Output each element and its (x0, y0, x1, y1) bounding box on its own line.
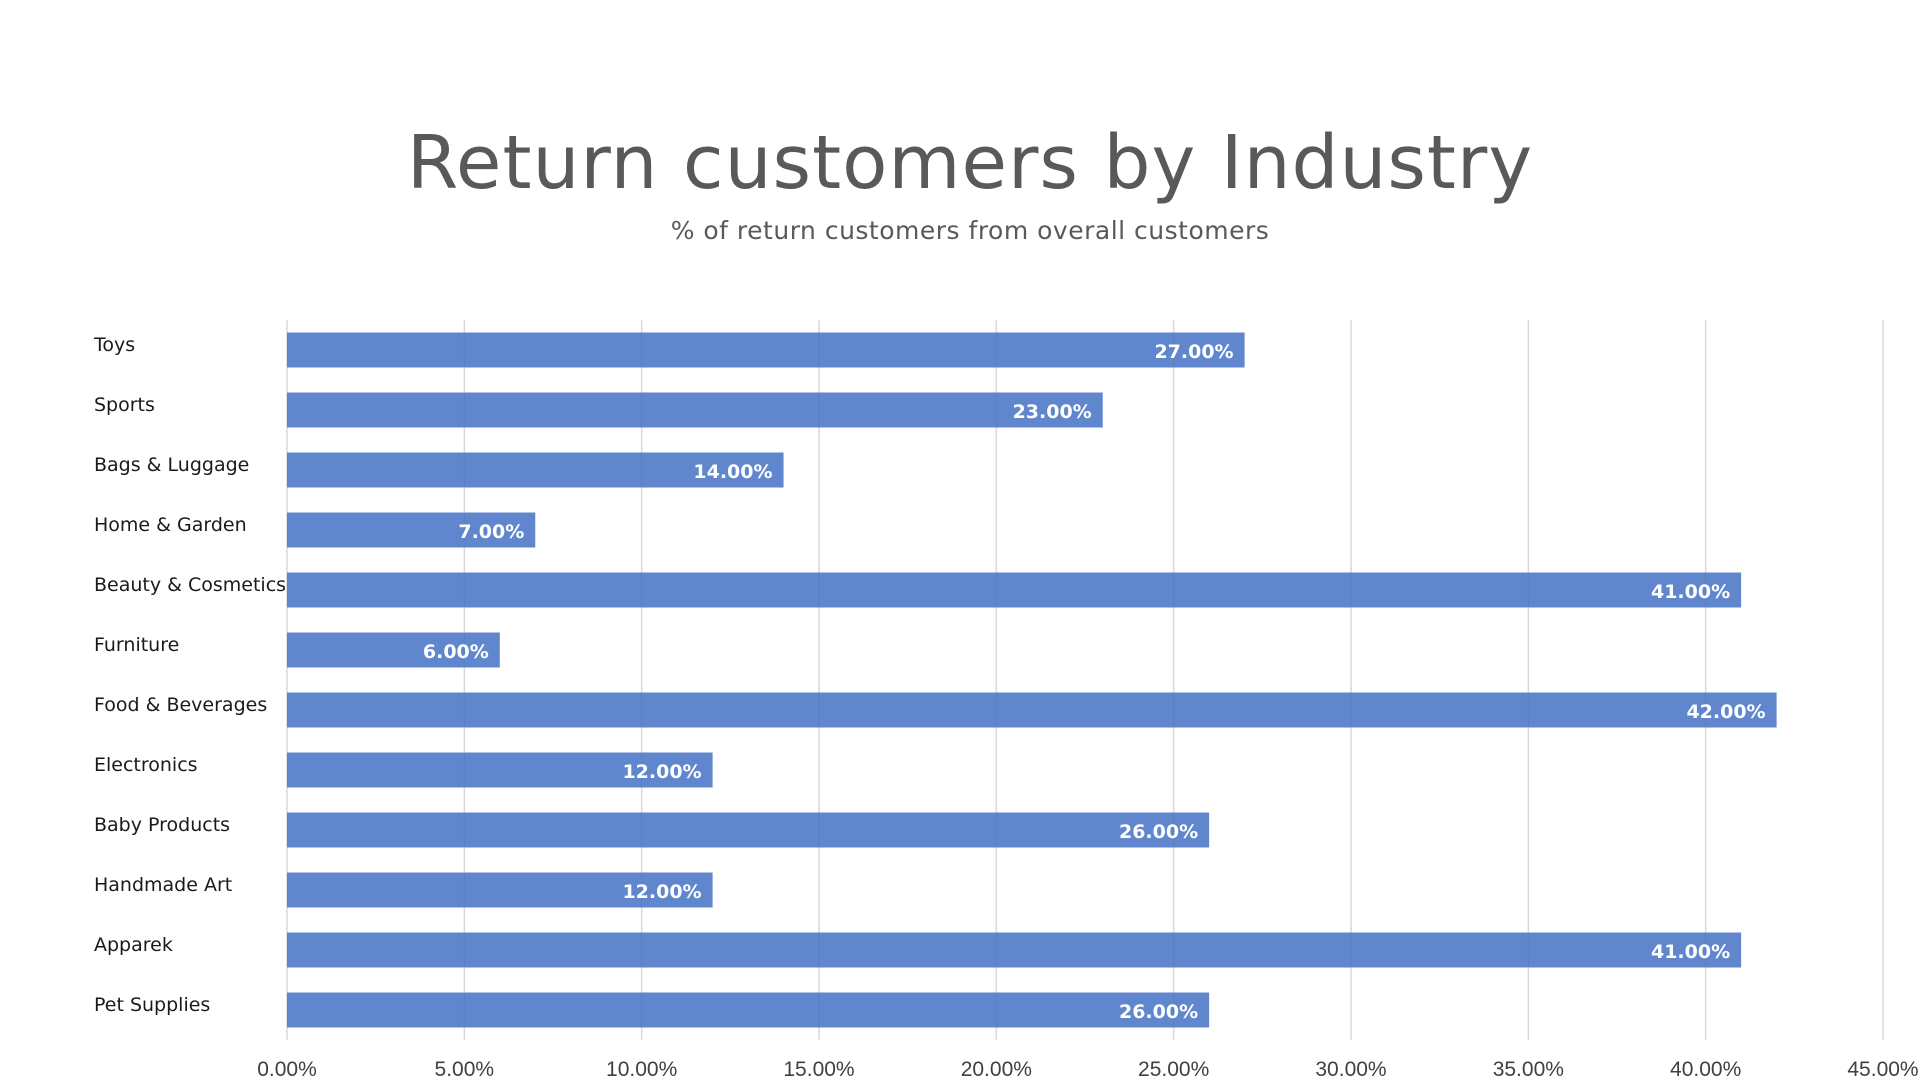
data-label: 26.00% (1119, 1001, 1198, 1023)
category-label: Home & Garden (94, 514, 247, 536)
x-tick-label: 35.00% (1493, 1058, 1564, 1080)
category-label: Electronics (94, 754, 198, 776)
x-tick-label: 10.00% (606, 1058, 677, 1080)
data-label: 12.00% (622, 761, 701, 783)
category-labels: Toys Sports Bags & Luggage Home & Garden Bea… (93, 334, 286, 1016)
category-label: Furniture (94, 634, 179, 656)
data-label: 7.00% (458, 521, 524, 543)
x-axis-tick-labels: 0.00% 5.00% 10.00% 15.00% 20.00% 25.00% 30.00%… (257, 1058, 1918, 1080)
chart-subtitle: % of return customers from overall custo… (670, 216, 1270, 245)
bar (287, 632, 500, 668)
bar (287, 692, 1777, 728)
bar (287, 932, 1742, 968)
data-label: 41.00% (1651, 581, 1730, 603)
category-label: Baby Products (94, 814, 230, 836)
category-label: Sports (94, 394, 155, 416)
category-label: Pet Supplies (94, 994, 210, 1016)
category-label: Beauty & Cosmetics (94, 574, 286, 596)
bar (287, 992, 1210, 1028)
data-label: 14.00% (693, 461, 772, 483)
bars: 27.00% 23.00% 14.00% 7.00% 41.00% 6.00% 42.00%… (287, 332, 1777, 1028)
data-label: 6.00% (423, 641, 489, 663)
data-label: 42.00% (1686, 701, 1765, 723)
bar (287, 812, 1210, 848)
bar (287, 512, 536, 548)
x-tick-label: 40.00% (1670, 1058, 1741, 1080)
x-tick-label: 30.00% (1315, 1058, 1386, 1080)
bar (287, 332, 1245, 368)
x-tick-label: 20.00% (961, 1058, 1032, 1080)
data-label: 41.00% (1651, 941, 1730, 963)
bar (287, 452, 784, 488)
category-label: Bags & Luggage (94, 454, 249, 476)
x-tick-label: 5.00% (435, 1058, 495, 1080)
chart-title: Return customers by Industry (406, 120, 1534, 206)
x-tick-label: 15.00% (783, 1058, 854, 1080)
data-label: 27.00% (1154, 341, 1233, 363)
data-label: 26.00% (1119, 821, 1198, 843)
category-label: Toys (93, 334, 135, 356)
data-label: 12.00% (622, 881, 701, 903)
bar (287, 752, 713, 788)
grid-lines (286, 320, 1884, 1040)
bar (287, 392, 1103, 428)
x-tick-label: 25.00% (1138, 1058, 1209, 1080)
bar (287, 872, 713, 908)
x-tick-label: 0.00% (257, 1058, 317, 1080)
category-label: Apparek (94, 934, 173, 956)
data-label: 23.00% (1013, 401, 1092, 423)
category-label: Handmade Art (94, 874, 232, 896)
bar (287, 572, 1742, 608)
x-tick-label: 45.00% (1847, 1058, 1918, 1080)
category-label: Food & Beverages (94, 694, 267, 716)
